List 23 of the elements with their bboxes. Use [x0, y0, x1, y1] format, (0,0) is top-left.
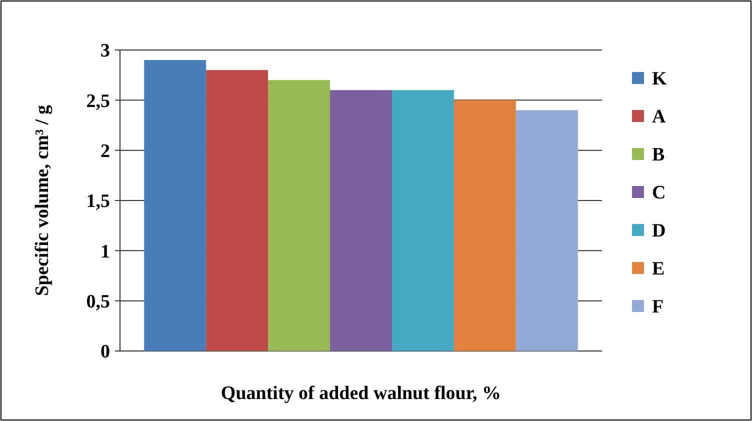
bar — [516, 110, 578, 351]
bar — [206, 70, 268, 351]
legend-label: K — [652, 68, 667, 90]
y-tick-label: 2,5 — [86, 90, 110, 112]
x-axis-title: Quantity of added walnut flour, % — [220, 383, 502, 404]
y-tick-label: 1,5 — [86, 191, 110, 212]
y-axis-title: Specific volume, cm³ / g — [32, 104, 53, 296]
y-tick-label: 2 — [100, 140, 110, 162]
legend-label: D — [652, 220, 666, 242]
legend-label: C — [652, 182, 666, 204]
bar — [454, 100, 516, 351]
legend-label: F — [652, 296, 664, 318]
y-tick-label: 1 — [100, 241, 110, 262]
bar — [268, 80, 330, 351]
y-tick-label: 0 — [100, 342, 110, 363]
legend-label: B — [652, 144, 665, 166]
bar — [392, 90, 454, 351]
legend-label: E — [652, 258, 665, 280]
legend-label: A — [652, 106, 666, 128]
y-tick-label: 0,5 — [86, 291, 110, 312]
bar — [330, 90, 392, 351]
bar — [144, 60, 206, 351]
y-tick-label: 3 — [100, 40, 110, 62]
